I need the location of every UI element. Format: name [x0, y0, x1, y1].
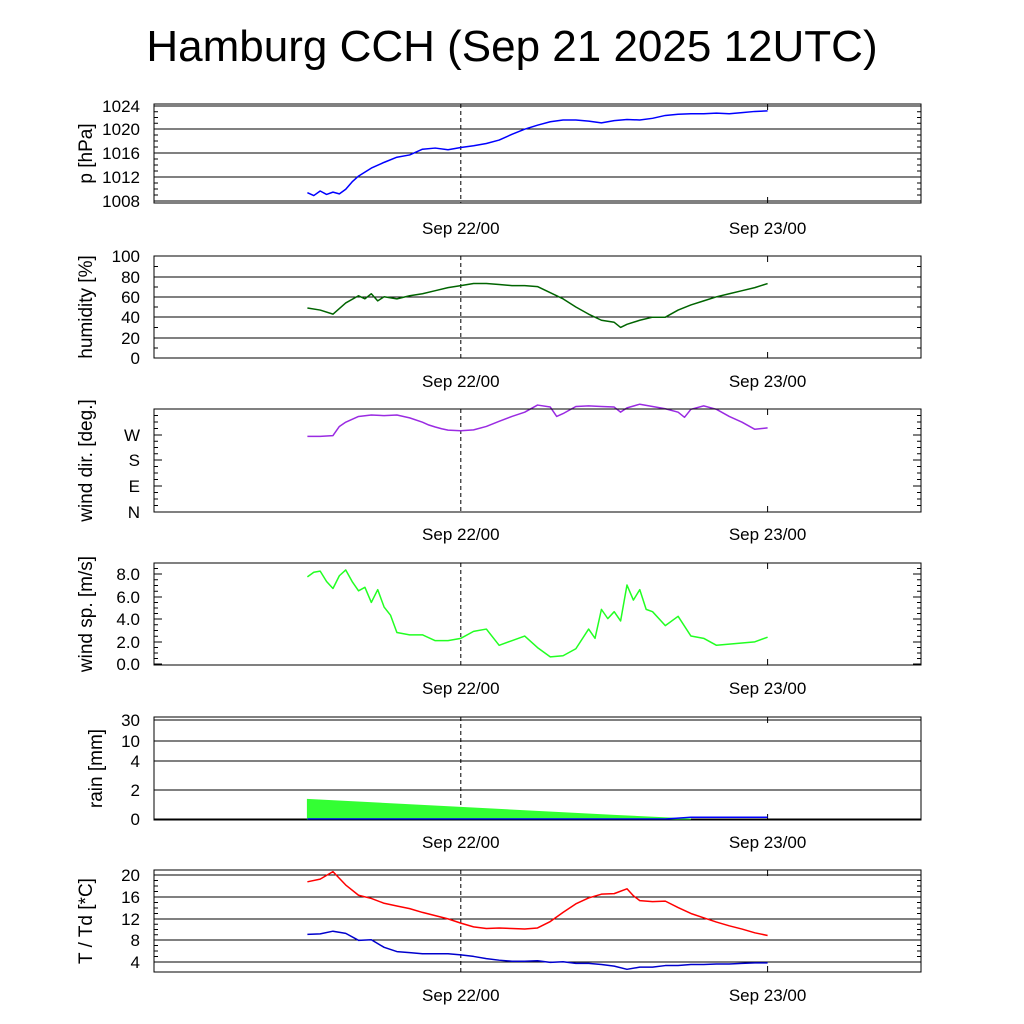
series-line-pressure	[307, 110, 768, 197]
y-tick-label: 0	[131, 810, 140, 829]
plot-frame	[153, 716, 922, 821]
y-tick-label: 40	[121, 308, 140, 327]
y-tick-label: 1008	[102, 192, 140, 211]
y-tick-label: 20	[121, 866, 140, 885]
y-axis-label: wind dir. [deg.]	[76, 399, 97, 523]
y-tick-label: E	[129, 477, 140, 496]
plot-frame	[153, 408, 922, 513]
y-tick-label: 8.0	[116, 565, 140, 584]
y-axis-label: rain [mm]	[86, 729, 107, 808]
x-tick-label: Sep 22/00	[422, 679, 500, 698]
x-tick-label: Sep 23/00	[729, 525, 807, 544]
y-tick-label: 1020	[102, 120, 140, 139]
x-tick-label: Sep 23/00	[729, 986, 807, 1005]
y-tick-label: 1016	[102, 144, 140, 163]
series-line-temperature	[307, 870, 768, 937]
x-tick-label: Sep 23/00	[729, 679, 807, 698]
y-tick-label: N	[128, 503, 140, 522]
x-tick-label: Sep 22/00	[422, 525, 500, 544]
y-tick-label: S	[129, 451, 140, 470]
y-tick-label: 60	[121, 288, 140, 307]
x-tick-label: Sep 22/00	[422, 833, 500, 852]
plot-frame	[153, 255, 922, 359]
plot-frame	[153, 562, 922, 666]
x-tick-label: Sep 22/00	[422, 219, 500, 238]
x-tick-label: Sep 22/00	[422, 372, 500, 391]
y-tick-label: 10	[121, 732, 140, 751]
y-tick-label: 6.0	[116, 588, 140, 607]
x-tick-label: Sep 23/00	[729, 833, 807, 852]
y-tick-label: 20	[121, 329, 140, 348]
y-axis-label: humidity [%]	[76, 255, 97, 358]
y-tick-label: 0	[131, 349, 140, 368]
x-tick-label: Sep 22/00	[422, 986, 500, 1005]
y-tick-label: 8	[131, 931, 140, 950]
series-line-wind-speed	[306, 569, 768, 658]
series-line-dewpoint	[307, 930, 768, 971]
series-line-wind-dir	[307, 403, 768, 438]
x-tick-label: Sep 23/00	[729, 219, 807, 238]
y-tick-label: 4	[131, 752, 140, 771]
y-tick-label: 1024	[102, 97, 140, 116]
y-axis-label: p [hPa]	[76, 123, 97, 183]
plot-frame	[153, 869, 922, 973]
y-tick-label: 2.0	[116, 633, 140, 652]
rain-area	[306, 798, 691, 820]
chart-title: Hamburg CCH (Sep 21 2025 12UTC)	[146, 22, 878, 71]
y-tick-label: 30	[121, 711, 140, 730]
y-axis-label: T / Td [*C]	[76, 878, 97, 964]
y-tick-label: 2	[131, 781, 140, 800]
y-tick-label: 1012	[102, 168, 140, 187]
y-tick-label: 16	[121, 888, 140, 907]
x-tick-label: Sep 23/00	[729, 372, 807, 391]
y-axis-label: wind sp. [m/s]	[76, 556, 97, 673]
y-tick-label: 0.0	[116, 655, 140, 674]
y-tick-label: 100	[112, 247, 140, 266]
y-tick-label: 4	[131, 953, 140, 972]
plot-frame	[153, 103, 922, 204]
y-tick-label: 4.0	[116, 610, 140, 629]
y-tick-label: W	[124, 426, 140, 445]
series-line-humidity	[307, 282, 768, 329]
series-line-rain-line	[307, 816, 768, 820]
y-tick-label: 80	[121, 268, 140, 287]
y-tick-label: 12	[121, 910, 140, 929]
